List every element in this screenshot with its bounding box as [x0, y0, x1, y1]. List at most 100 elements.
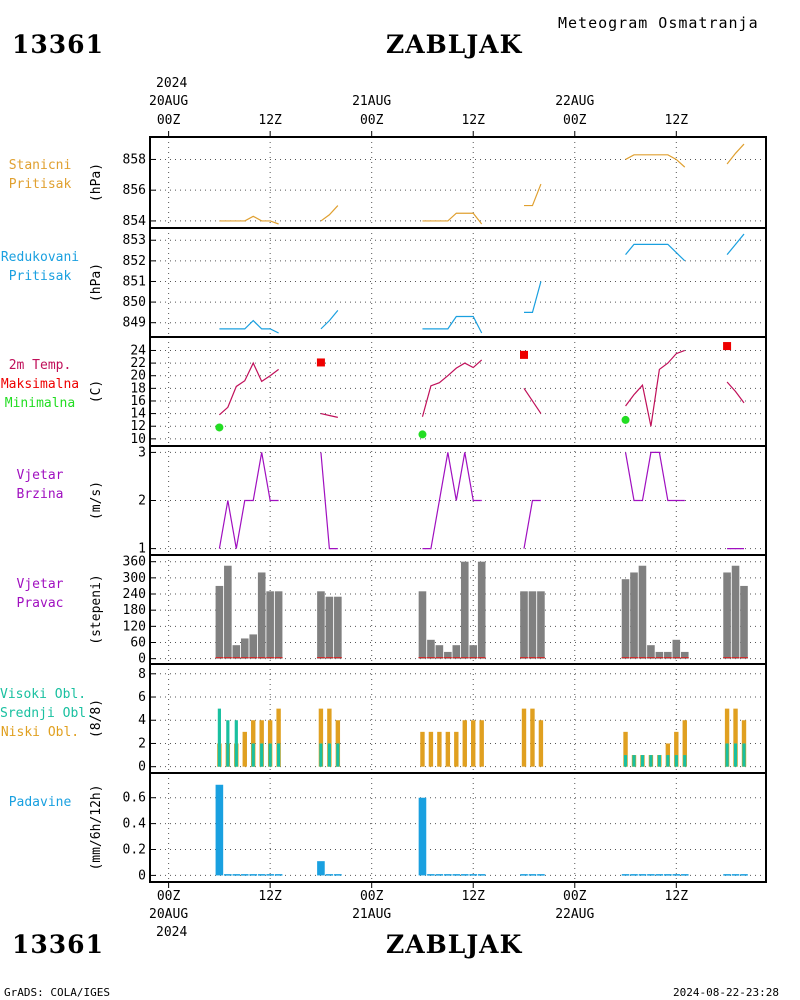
precip-bar: [477, 874, 486, 876]
precip-bar: [680, 874, 689, 876]
mid-cloud-bar: [632, 755, 636, 767]
panel-label-wind_speed: Vjetar Brzina: [0, 466, 80, 504]
y-tick-label: 856: [123, 183, 146, 198]
precip-bar: [460, 874, 469, 876]
mid-cloud-bar: [742, 743, 746, 767]
mid-cloud-bar: [623, 755, 628, 767]
top-time-label: 12Z: [258, 113, 282, 128]
precip-bar: [418, 797, 427, 876]
reduced_pressure-line: [524, 281, 542, 313]
station_pressure-line: [524, 183, 542, 207]
wind-direction-bar: [740, 585, 748, 659]
reduced_pressure-line: [422, 315, 483, 334]
y-tick-label: 2: [138, 736, 146, 751]
chart-title: Meteogram Osmatranja: [558, 14, 759, 32]
min-temp-marker: [215, 423, 224, 432]
panel-label-line: Maksimalna: [0, 377, 80, 392]
min-temp-marker: [418, 430, 427, 439]
panel-station_pressure: 854 856 858 (hPa): [89, 136, 767, 229]
low-cloud-bar: [454, 731, 459, 767]
wind-direction-bar: [232, 645, 241, 659]
station_pressure-line: [625, 154, 686, 168]
precip-bar: [334, 874, 342, 876]
wind-direction-bar: [647, 645, 655, 659]
panel-label-reduced_pressure: Redukovani Pritisak: [0, 248, 80, 286]
precip-bar: [266, 874, 274, 876]
low-cloud-bar: [521, 708, 527, 767]
y-tick-label: 180: [123, 603, 146, 618]
wind_speed-line: [218, 452, 279, 549]
station-id-bottom: 13361: [12, 930, 104, 959]
top-date-label: 22AUG: [555, 94, 595, 109]
panel-label-line: Pravac: [16, 596, 64, 611]
unit-label: (stepeni): [89, 574, 104, 644]
low-cloud-bar: [428, 731, 434, 767]
max-temp-marker: [520, 350, 528, 359]
y-tick-label: 120: [123, 619, 146, 634]
bottom-date-label: 21AUG: [352, 907, 392, 922]
precip-bar: [452, 874, 461, 876]
top-date-label: 20AUG: [149, 94, 189, 109]
bottom-time-label: 12Z: [461, 889, 485, 904]
wind-direction-bar: [520, 591, 528, 659]
mid-cloud-bar: [640, 755, 645, 767]
panel-label-line: 2m Temp.: [8, 358, 72, 373]
station_pressure-line: [726, 143, 745, 165]
low-cloud-bar: [733, 708, 738, 767]
precip-bar: [537, 874, 545, 876]
precip-bar: [664, 874, 672, 876]
y-tick-label: 8: [138, 667, 146, 682]
precip-bar: [621, 874, 630, 876]
wind-direction-bar: [537, 591, 545, 659]
panel-frame: [149, 227, 767, 338]
y-tick-label: 16: [130, 394, 146, 409]
low-cloud-bar: [318, 708, 324, 767]
temperature-line: [218, 361, 279, 416]
wind-direction-bar: [630, 572, 638, 659]
precip-bar: [435, 874, 444, 876]
y-tick-label: 854: [123, 214, 147, 229]
unit-label: (hPa): [89, 263, 104, 302]
precip-bar: [325, 874, 334, 876]
unit-label: (hPa): [89, 163, 104, 202]
temperature-line: [523, 388, 542, 414]
mid-cloud-bar: [319, 743, 323, 767]
panel-clouds: 0 2 4 6 8 (8/8): [89, 663, 767, 775]
y-tick-label: 20: [130, 369, 146, 384]
top-time-label: 00Z: [563, 113, 587, 128]
y-tick-label: 18: [130, 381, 146, 396]
y-tick-label: 0.6: [123, 791, 146, 806]
wind-direction-bar: [334, 596, 342, 659]
wind-direction-bar: [274, 591, 283, 659]
wind-direction-bar: [325, 596, 334, 659]
low-cloud-bar: [437, 731, 442, 767]
panel-label-line: Srednji Obl.: [0, 706, 94, 721]
wind-direction-bar: [477, 561, 486, 659]
min-temp-marker: [621, 415, 630, 424]
precip-bar: [672, 874, 681, 876]
bottom-date-label: 22AUG: [555, 907, 595, 922]
wind-direction-bar: [528, 591, 537, 659]
top-time-label: 12Z: [664, 113, 689, 128]
low-cloud-bar: [445, 731, 451, 767]
panel-wind_speed: 1 2 3 (m/s): [89, 445, 767, 557]
precip-bar: [274, 874, 283, 876]
panel-label-line: Brzina: [16, 487, 64, 502]
y-tick-label: 858: [123, 152, 146, 167]
panel-frame: [149, 772, 767, 883]
mid-cloud-bar: [251, 743, 255, 767]
panel-label-station_pressure: Stanicni Pritisak: [0, 156, 80, 194]
precip-bar: [240, 874, 249, 876]
y-tick-label: 851: [123, 274, 146, 289]
mid-cloud-bar: [657, 755, 661, 767]
precip-bar: [723, 874, 731, 876]
top-year-label: 2024: [156, 76, 188, 91]
mid-cloud-bar: [226, 720, 230, 767]
station-name-bottom: ZABLJAK: [386, 930, 523, 959]
y-tick-label: 0: [138, 652, 146, 667]
y-tick-label: 0: [138, 760, 146, 775]
y-tick-label: 240: [123, 587, 146, 602]
